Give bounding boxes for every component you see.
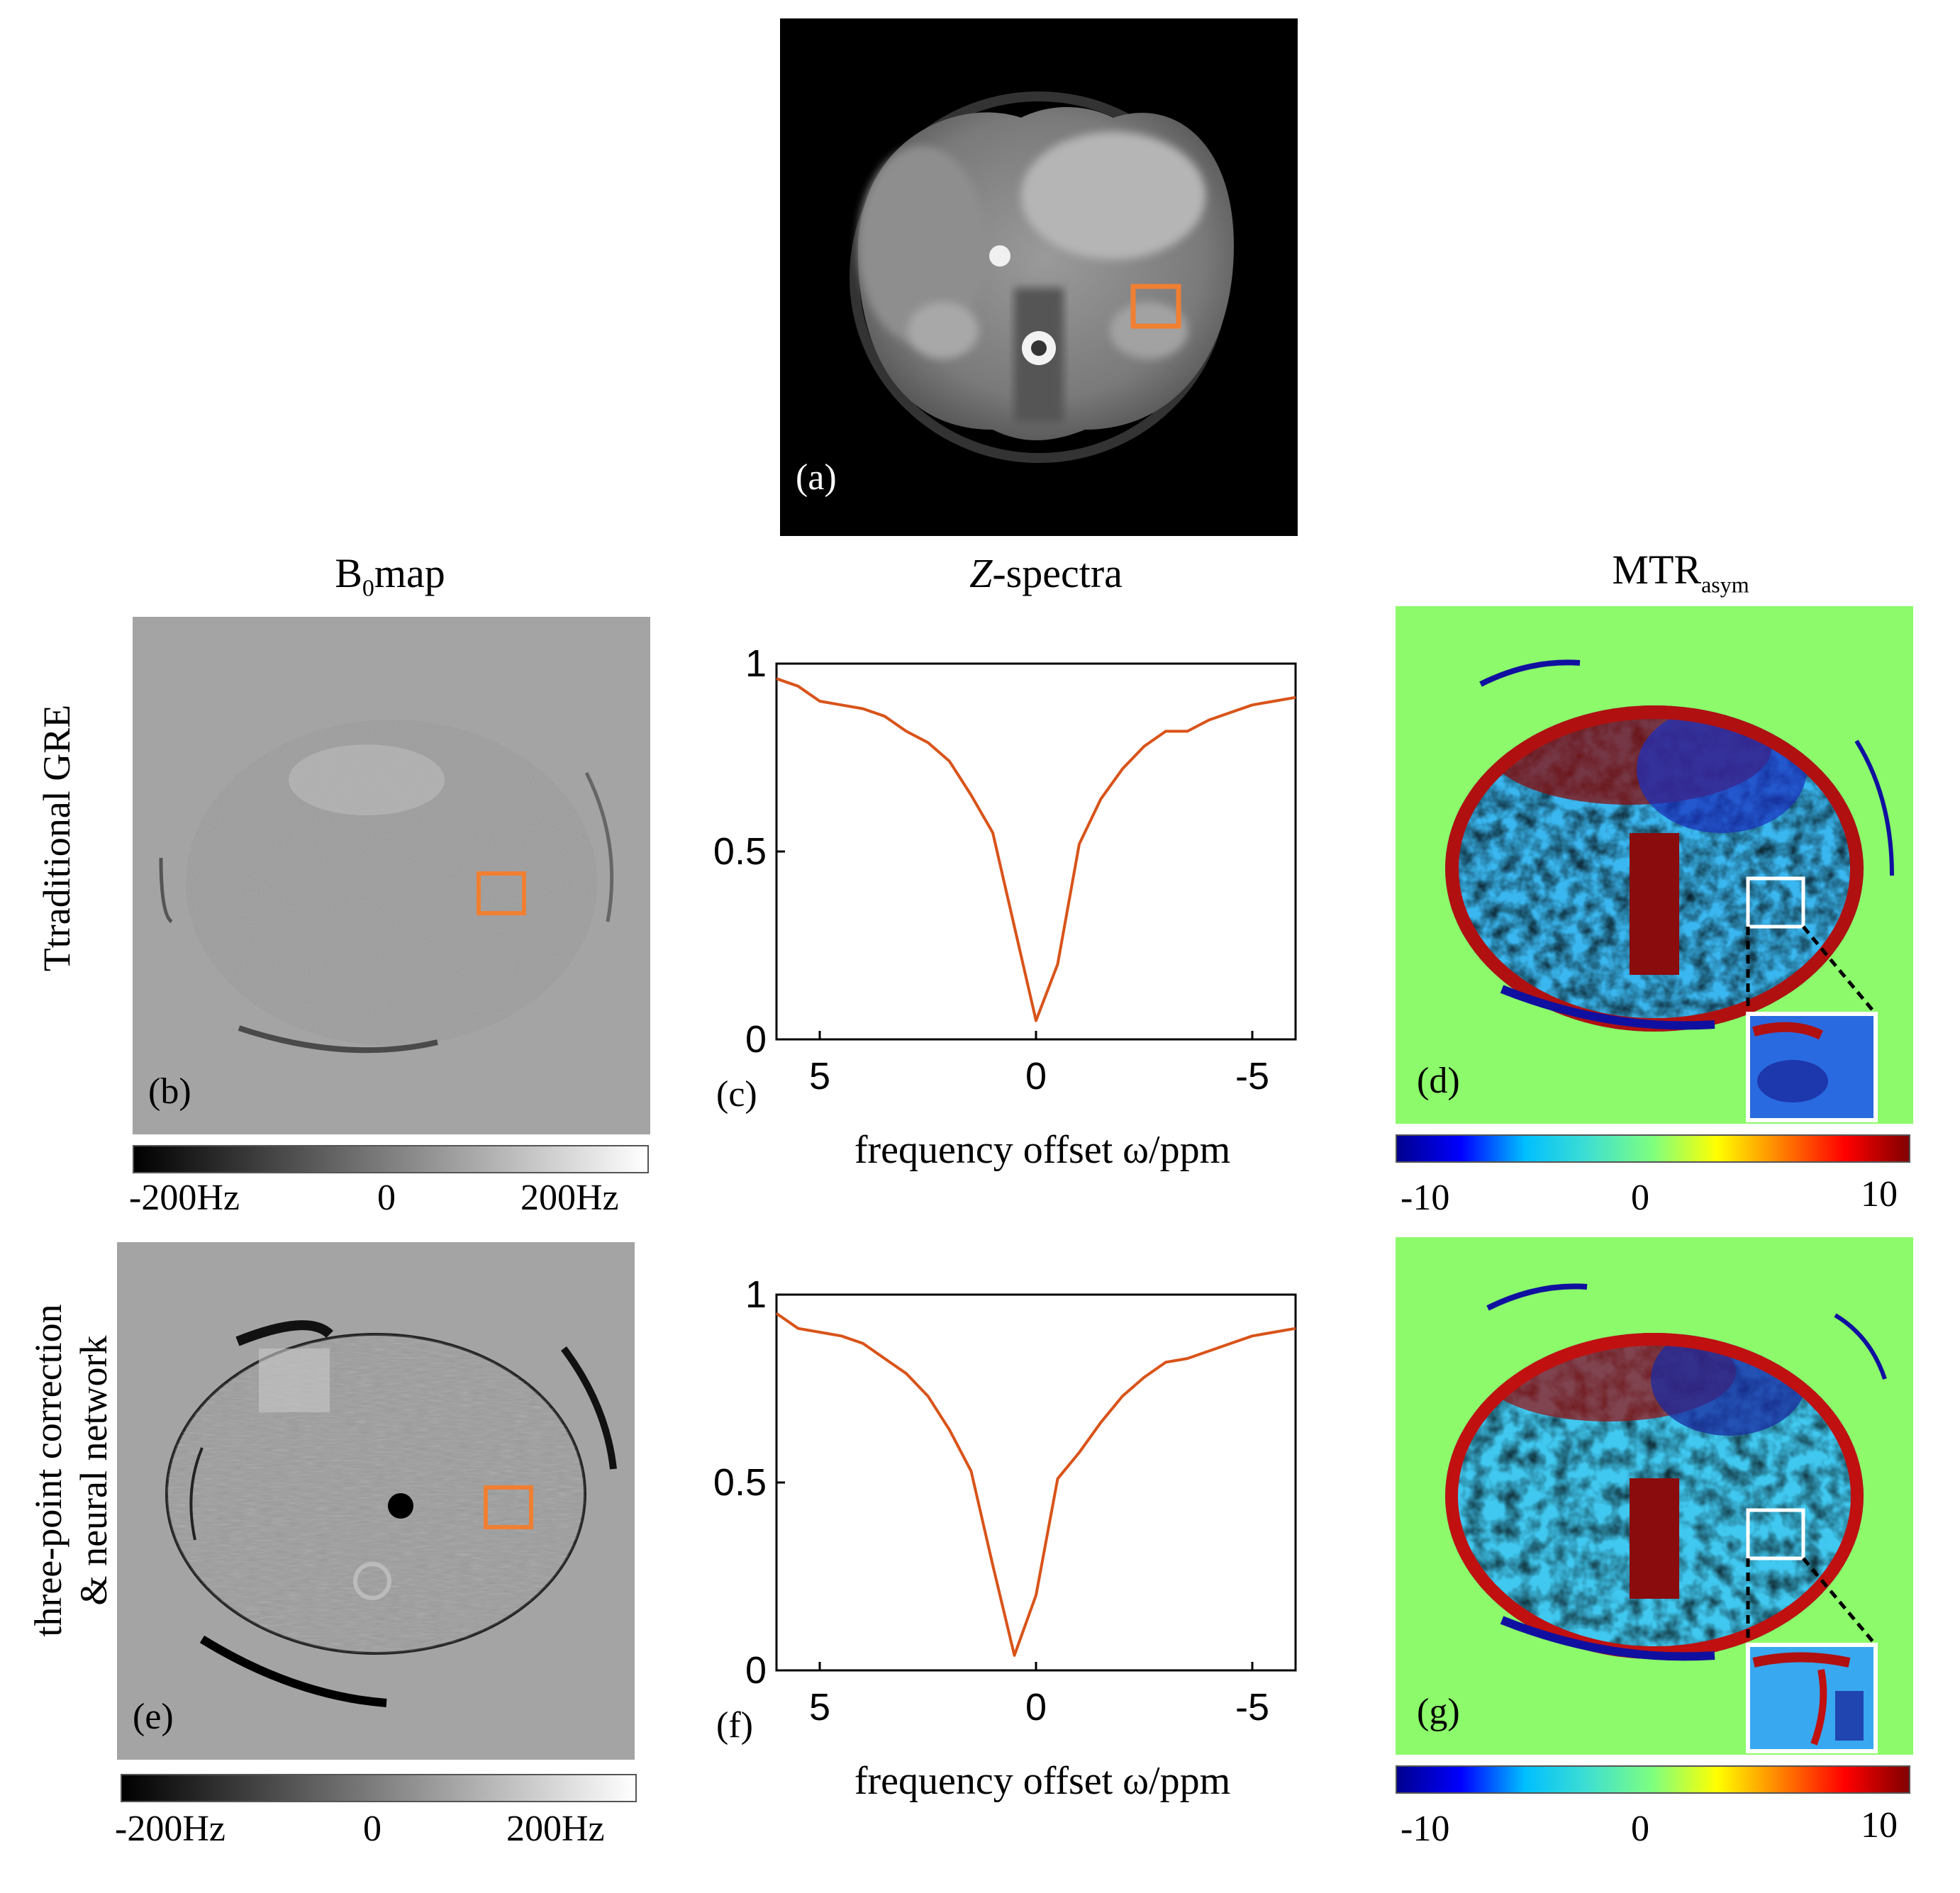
x-tick-label: 5 xyxy=(809,1686,830,1729)
x-ticks: 5 0 -5 xyxy=(809,1662,1269,1729)
colorbar-label: 200Hz xyxy=(506,1809,605,1849)
colorbar-label: -10 xyxy=(1401,1178,1450,1218)
x-tick-label: -5 xyxy=(1235,1055,1269,1098)
panel-letter: (c) xyxy=(716,1074,757,1115)
z-spectrum-line xyxy=(775,1312,1296,1657)
panel-d-mtrasym: (d) xyxy=(1396,606,1913,1124)
mtr-colorbar-1 xyxy=(1396,1134,1910,1163)
mtr-colorbar-2 xyxy=(1396,1765,1910,1794)
panel-a-image: (a) xyxy=(780,18,1298,536)
zoom-inset-g xyxy=(1746,1643,1878,1753)
y-tick-label: 0 xyxy=(745,1649,767,1692)
panel-letter: (f) xyxy=(716,1705,753,1746)
colorbar-label: -200Hz xyxy=(115,1809,225,1849)
colorbar-label: -10 xyxy=(1401,1809,1450,1849)
series-group xyxy=(776,677,1296,1022)
y-ticks: 00.51 xyxy=(713,642,785,1061)
colorbar-label: 0 xyxy=(363,1809,382,1849)
column-title-zspectra: Z-spectra xyxy=(969,550,1123,596)
x-tick-label: 0 xyxy=(1025,1686,1047,1729)
panel-e-b0map: (e) xyxy=(117,1242,635,1760)
zspectrum-chart-c: 00.51 5 0 -5 frequency offset ω/ppm (c) xyxy=(713,642,1297,1172)
y-tick-label: 0 xyxy=(745,1018,767,1061)
plot-frame xyxy=(775,1293,1297,1672)
panel-letter: (b) xyxy=(148,1071,191,1112)
row-label-traditional-gre: Ttraditional GRE xyxy=(35,704,78,972)
colorbar-label: -200Hz xyxy=(129,1178,240,1218)
colorbar-label: 0 xyxy=(1631,1809,1649,1849)
x-tick-label: -5 xyxy=(1235,1686,1269,1729)
colorbar-label: 200Hz xyxy=(520,1178,619,1218)
x-ticks: 5 0 -5 xyxy=(809,1031,1269,1098)
roi-box-e xyxy=(484,1485,533,1529)
series-group xyxy=(775,1312,1296,1657)
x-tick-label: 0 xyxy=(1025,1055,1047,1098)
panel-c-zspectrum: 0 0.5 1 5 0 -5 frequency offset ω/ppm (c) xyxy=(681,624,1319,1205)
zspectrum-chart-f: 00.51 5 0 -5 frequency offset ω/ppm (f) xyxy=(713,1273,1297,1803)
panel-f-zspectrum: 0 0.5 1 5 0 -5 frequency offset ω/ppm (f) xyxy=(681,1255,1319,1836)
roi-box-b xyxy=(477,871,526,915)
b0-colorbar-2 xyxy=(121,1774,637,1802)
panel-g-mtrasym: (g) xyxy=(1396,1237,1913,1755)
colorbar-label: 0 xyxy=(377,1178,396,1218)
colorbar-label: 10 xyxy=(1861,1174,1898,1214)
y-tick-label: 0.5 xyxy=(713,830,767,873)
y-tick-label: 1 xyxy=(745,1273,767,1316)
panel-letter: (e) xyxy=(133,1697,174,1737)
panel-letter: (d) xyxy=(1417,1061,1460,1101)
y-tick-label: 0.5 xyxy=(713,1461,767,1504)
x-tick-label: 5 xyxy=(809,1055,830,1098)
b0-colorbar-1 xyxy=(133,1145,649,1173)
panel-letter: (a) xyxy=(796,457,837,498)
row-label-three-point: three-point correction & neural network xyxy=(27,1304,115,1637)
panel-b-b0map: (b) xyxy=(133,617,650,1134)
panel-letter: (g) xyxy=(1417,1692,1460,1732)
colorbar-label: 10 xyxy=(1861,1805,1898,1845)
z-spectrum-line xyxy=(776,677,1296,1022)
roi-box-a xyxy=(1130,284,1181,329)
y-tick-label: 1 xyxy=(745,642,767,685)
y-ticks: 00.51 xyxy=(713,1273,785,1692)
column-title-mtrasym: MTRasym xyxy=(1612,547,1749,598)
zoom-inset-d xyxy=(1746,1012,1878,1122)
colorbar-label: 0 xyxy=(1631,1178,1649,1218)
plot-frame xyxy=(775,662,1297,1041)
x-axis-label: frequency offset ω/ppm xyxy=(854,1128,1230,1172)
column-title-b0: B0map xyxy=(335,550,445,602)
x-axis-label: frequency offset ω/ppm xyxy=(854,1759,1230,1803)
